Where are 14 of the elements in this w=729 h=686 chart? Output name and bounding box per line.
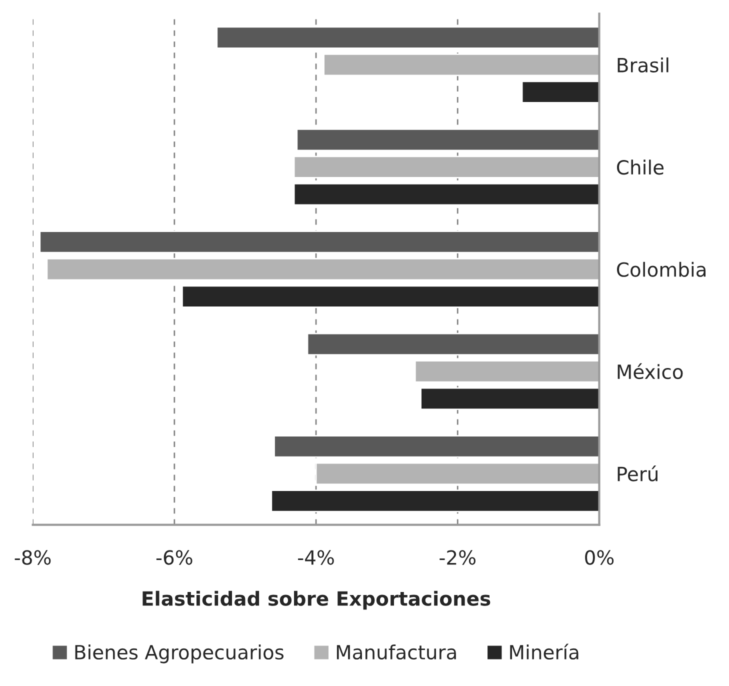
y-tick-label: Colombia	[616, 262, 706, 277]
y-tick-label: Brasil	[618, 57, 668, 72]
x-tick-label: -6%	[156, 550, 192, 565]
y-tick-label: Perú	[618, 466, 658, 482]
legend-label: Minería	[510, 644, 578, 660]
legend-label: Bienes Agropecuarios	[75, 644, 284, 664]
x-tick-label: -8%	[14, 550, 51, 565]
y-tick-label: México	[618, 363, 683, 380]
x-axis-title: Elasticidad sobre Exportaciones	[142, 590, 490, 610]
x-tick-label: 0%	[585, 550, 614, 565]
y-tick-label: Chile	[616, 160, 664, 175]
x-tick-label: -4%	[298, 550, 334, 565]
legend-label: Manufactura	[336, 644, 456, 660]
x-tick-label: -2%	[440, 550, 476, 565]
